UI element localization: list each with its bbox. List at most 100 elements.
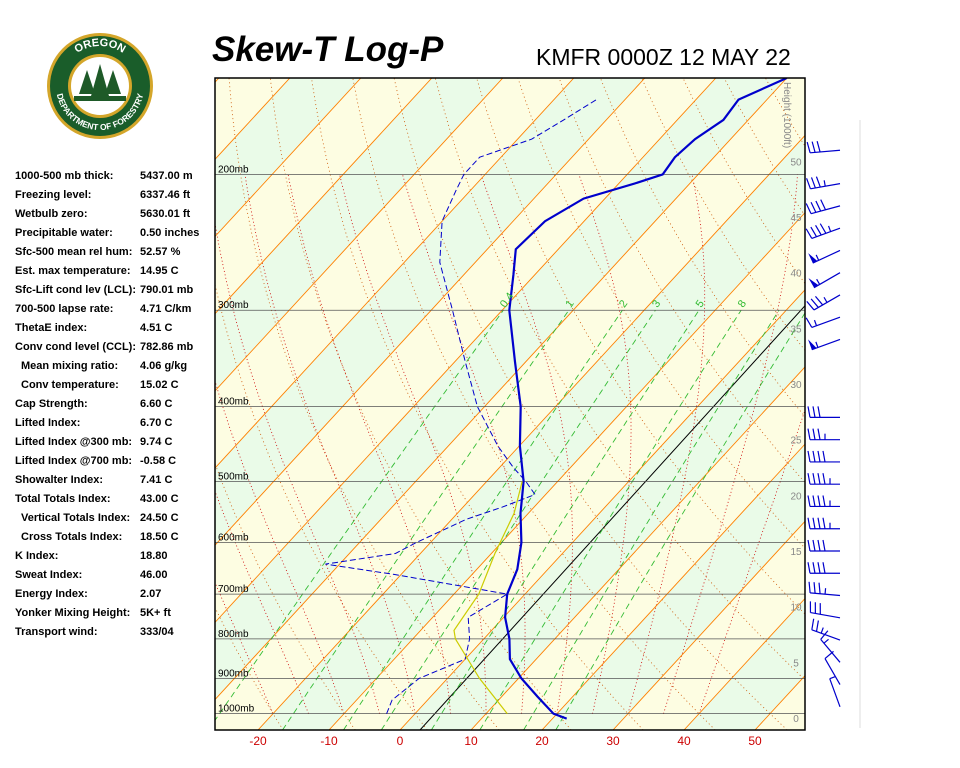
index-value: 18.80 bbox=[140, 550, 168, 562]
wind-barb-flag bbox=[814, 296, 824, 306]
isotherm-line bbox=[683, 597, 805, 730]
chart-title: Skew-T Log-P bbox=[212, 30, 444, 69]
index-label: Mean mixing ratio: bbox=[21, 360, 119, 372]
plot-frame bbox=[214, 77, 806, 731]
wind-barb-flag bbox=[817, 517, 821, 529]
isobar-label: 800mb bbox=[218, 629, 249, 640]
index-value: 5437.00 m bbox=[140, 170, 193, 182]
index-label: Lifted Index: bbox=[15, 417, 81, 429]
wind-barb bbox=[811, 618, 841, 641]
wind-barb bbox=[805, 223, 841, 239]
index-row: Yonker Mixing Height: 5K+ ft bbox=[15, 607, 210, 626]
index-row: Conv cond level (CCL): 782.86 mb bbox=[15, 341, 210, 360]
index-value: 0.50 inches bbox=[140, 227, 200, 239]
wind-barb-flag bbox=[807, 406, 811, 418]
isotherm-line bbox=[215, 78, 646, 546]
wind-barb-flag bbox=[805, 203, 812, 214]
x-tick-label: 10 bbox=[464, 734, 478, 748]
mixing-ratio-label: 8 bbox=[736, 298, 749, 310]
wind-barb-flag bbox=[806, 301, 815, 311]
isotherm-line bbox=[541, 443, 805, 730]
index-label: Transport wind: bbox=[15, 626, 98, 638]
wind-barb-staff bbox=[811, 316, 841, 329]
wind-barb-flag bbox=[822, 495, 826, 507]
height-tick-label: 35 bbox=[790, 324, 802, 335]
height-tick-label: 20 bbox=[790, 491, 802, 502]
wind-barb bbox=[807, 495, 840, 508]
index-label: Yonker Mixing Height: bbox=[15, 607, 131, 619]
wind-barb bbox=[806, 176, 841, 190]
wind-barb bbox=[808, 581, 841, 597]
index-row: Sfc-500 mean rel hum: 52.57 % bbox=[15, 246, 210, 265]
sounding-indices: 1000-500 mb thick: 5437.00 m Freezing leve… bbox=[15, 170, 210, 645]
height-tick-label: 0 bbox=[793, 714, 799, 725]
index-row: Vertical Totals Index: 24.50 C bbox=[15, 512, 210, 531]
wind-barb-flag bbox=[810, 201, 817, 213]
mixing-ratio-line bbox=[215, 309, 504, 722]
index-row: Lifted Index: 6.70 C bbox=[15, 417, 210, 436]
isobar-label: 500mb bbox=[218, 471, 249, 482]
wind-barb-flag bbox=[817, 473, 821, 485]
index-value: 4.06 g/kg bbox=[140, 360, 188, 372]
wind-barb bbox=[824, 650, 841, 685]
wind-barb-flag bbox=[817, 539, 821, 552]
height-tick-label: 15 bbox=[790, 547, 802, 558]
wind-barb-flag bbox=[812, 406, 816, 418]
wind-barb-flag bbox=[806, 141, 811, 153]
index-row: K Index: 18.80 bbox=[15, 550, 210, 569]
wind-barb-flag bbox=[820, 199, 827, 211]
wind-barb-flag bbox=[807, 562, 811, 574]
wind-barb bbox=[829, 676, 841, 708]
wind-barb-pennant bbox=[808, 278, 819, 288]
wind-barb-flag bbox=[817, 495, 821, 507]
index-value: 2.07 bbox=[140, 588, 162, 600]
wind-barb-flag bbox=[810, 298, 819, 308]
oregon-forestry-logo: OREGON DEPARTMENT OF FORESTRY bbox=[47, 33, 153, 139]
temperature-band bbox=[215, 78, 290, 160]
isotherm-line bbox=[215, 78, 362, 238]
wind-barb-flag bbox=[822, 473, 826, 485]
index-value: 790.01 mb bbox=[140, 284, 194, 296]
isotherm-line bbox=[826, 78, 960, 730]
x-tick-label: 30 bbox=[606, 734, 620, 748]
isobar-label: 600mb bbox=[218, 532, 249, 543]
wind-barb-staff bbox=[812, 249, 841, 264]
index-label: Total Totals Index: bbox=[15, 493, 111, 505]
temperature-profile bbox=[503, 78, 788, 720]
mixing-ratio-label: 2 bbox=[617, 298, 630, 310]
index-label: Sweat Index: bbox=[15, 569, 83, 581]
mixing-ratio-line bbox=[380, 309, 656, 730]
index-row: Energy Index: 2.07 bbox=[15, 588, 210, 607]
isobar-label: 700mb bbox=[218, 584, 249, 595]
wind-barb bbox=[808, 249, 841, 264]
index-row: Transport wind: 333/04 bbox=[15, 626, 210, 645]
isotherm-line bbox=[215, 78, 717, 624]
wind-barb-flag bbox=[810, 226, 818, 238]
wind-barb-flag bbox=[812, 473, 816, 485]
wind-barb-flag bbox=[813, 582, 816, 594]
wind-barb bbox=[807, 450, 840, 463]
wind-barb bbox=[807, 473, 840, 485]
wind-barb bbox=[807, 539, 840, 552]
wind-barb-half-flag bbox=[823, 638, 829, 644]
wind-barb-flag bbox=[807, 450, 811, 463]
isotherm-line bbox=[257, 134, 805, 730]
wind-barb-half-flag bbox=[824, 588, 827, 595]
wind-barb-flag bbox=[817, 450, 821, 463]
isobar-label: 900mb bbox=[218, 668, 249, 679]
index-row: 1000-500 mb thick: 5437.00 m bbox=[15, 170, 210, 189]
wind-barb-flag bbox=[817, 428, 821, 440]
wind-barb-flag bbox=[805, 228, 813, 239]
dry-adiabat bbox=[931, 78, 960, 730]
index-label: Lifted Index @700 mb: bbox=[15, 455, 133, 467]
index-value: 24.50 C bbox=[140, 512, 179, 524]
height-tick-label: 10 bbox=[790, 603, 802, 614]
wind-barb-pennant bbox=[808, 253, 818, 264]
index-label: 1000-500 mb thick: bbox=[15, 170, 114, 182]
index-value: 9.74 C bbox=[140, 436, 173, 448]
mixing-ratio-line bbox=[343, 309, 623, 730]
index-value: 333/04 bbox=[140, 626, 174, 638]
wind-barb-flag bbox=[812, 495, 816, 507]
wind-barb-half-flag bbox=[820, 627, 824, 634]
